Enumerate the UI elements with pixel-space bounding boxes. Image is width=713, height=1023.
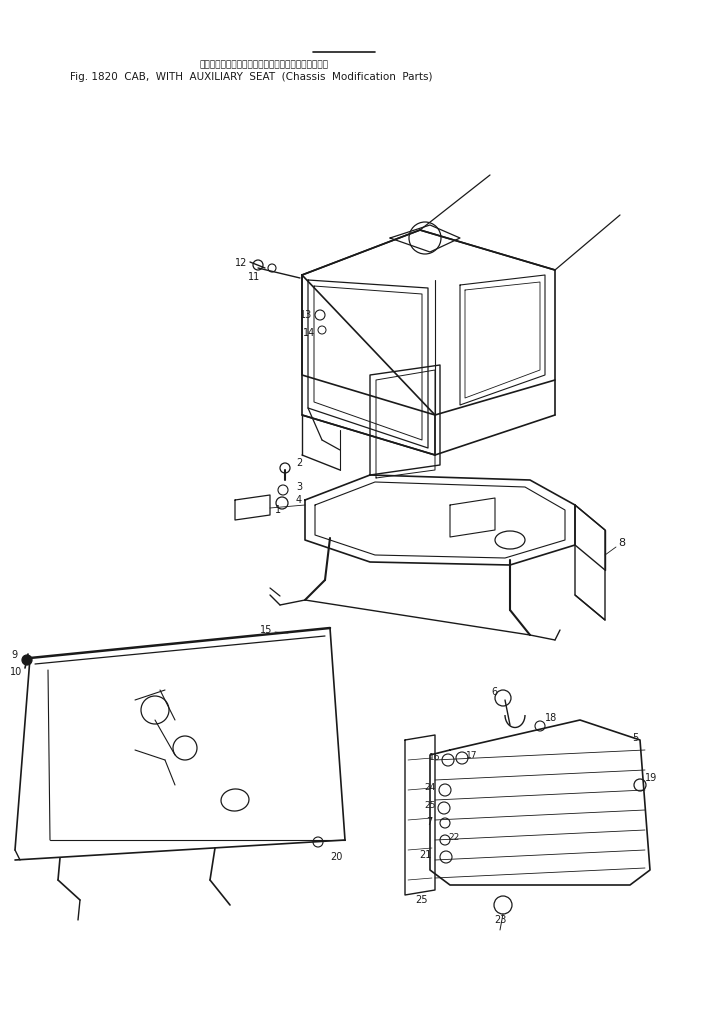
Text: 14: 14 [303, 328, 315, 338]
Text: 22: 22 [448, 834, 459, 843]
Text: 19: 19 [645, 773, 657, 783]
Text: キャブ、補　助　座　付（車　体　改　造　部　品）: キャブ、補 助 座 付（車 体 改 造 部 品） [200, 60, 329, 69]
Text: 11: 11 [248, 272, 260, 282]
Text: 6: 6 [492, 687, 498, 697]
Text: 7: 7 [426, 817, 432, 827]
Text: 8: 8 [618, 538, 625, 548]
Text: 12: 12 [235, 258, 247, 268]
Text: 20: 20 [330, 852, 342, 862]
Text: 21: 21 [420, 850, 432, 860]
Text: 4: 4 [296, 495, 302, 505]
Text: 10: 10 [10, 667, 22, 677]
Text: 25: 25 [415, 895, 428, 905]
Text: 18: 18 [545, 713, 558, 723]
Circle shape [22, 655, 32, 665]
Text: 25: 25 [425, 801, 436, 810]
Text: 17: 17 [466, 752, 478, 760]
Text: 2: 2 [296, 458, 302, 468]
Text: 13: 13 [299, 310, 312, 320]
Text: 16: 16 [429, 754, 440, 762]
Text: 15: 15 [260, 625, 272, 635]
Text: 9: 9 [12, 650, 18, 660]
Text: 23: 23 [494, 915, 506, 925]
Text: 5: 5 [632, 733, 638, 743]
Text: Fig. 1820  CAB,  WITH  AUXILIARY  SEAT  (Chassis  Modification  Parts): Fig. 1820 CAB, WITH AUXILIARY SEAT (Chas… [70, 72, 433, 82]
Text: 3: 3 [296, 482, 302, 492]
Text: 24: 24 [425, 784, 436, 793]
Text: 1: 1 [275, 505, 281, 515]
